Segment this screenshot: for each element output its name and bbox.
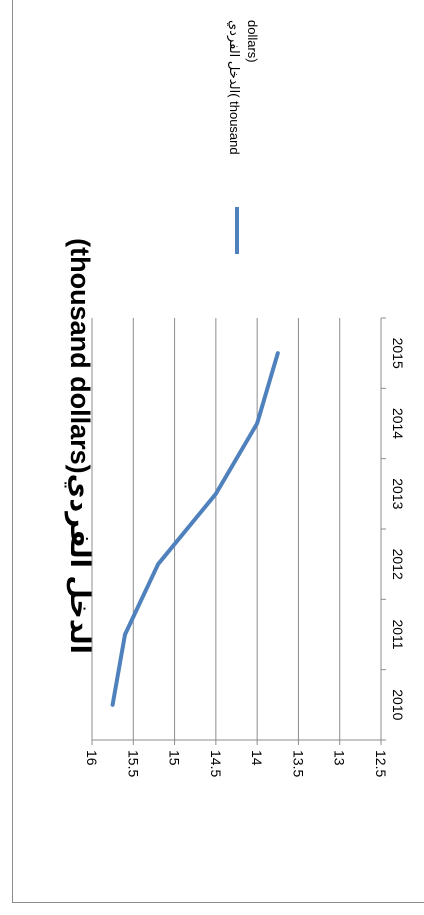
y-tick-label: 16 [84,750,100,766]
y-tick-label: 15 [167,750,183,766]
x-axis-ticks: 2010 2011 2012 2013 2014 2015 [381,317,406,741]
data-point [123,633,127,636]
chart-title: (thousand dollars)الدخل الفردي [64,238,95,654]
data-point [111,703,115,707]
x-tick-label: 2014 [390,408,406,439]
series-group [110,351,280,707]
data-point [214,492,218,496]
y-tick-label: 14.5 [208,750,224,777]
x-tick-label: 2012 [390,549,406,580]
y-tick-label: 12.5 [373,750,389,777]
data-point [156,562,160,566]
chart-frame: (thousand dollars)الدخل الفردي 2010 2011 2… [12,0,424,903]
y-axis-ticks: 16 15.5 15 14.5 14 13.5 13 12.5 [84,740,389,777]
legend-label-line1: الدخل الفردي( thousand [226,20,242,155]
legend-label-line2: dollars) [245,20,260,63]
data-point [255,422,259,425]
line-chart: (thousand dollars)الدخل الفردي 201020112… [64,20,406,777]
x-tick-label: 2013 [390,478,406,509]
x-tick-label: 2010 [390,689,406,720]
legend: الدخل الفردي( thousand dollars) [226,20,260,254]
data-point [276,351,280,355]
y-tick-label: 13.5 [290,750,306,777]
gridlines [91,318,341,740]
y-tick-label: 13 [332,750,348,766]
x-tick-label: 2015 [390,338,406,369]
series-line [110,351,280,707]
y-tick-label: 15.5 [125,750,141,777]
x-tick-label: 2011 [390,619,406,649]
y-tick-label: 14 [249,750,265,766]
